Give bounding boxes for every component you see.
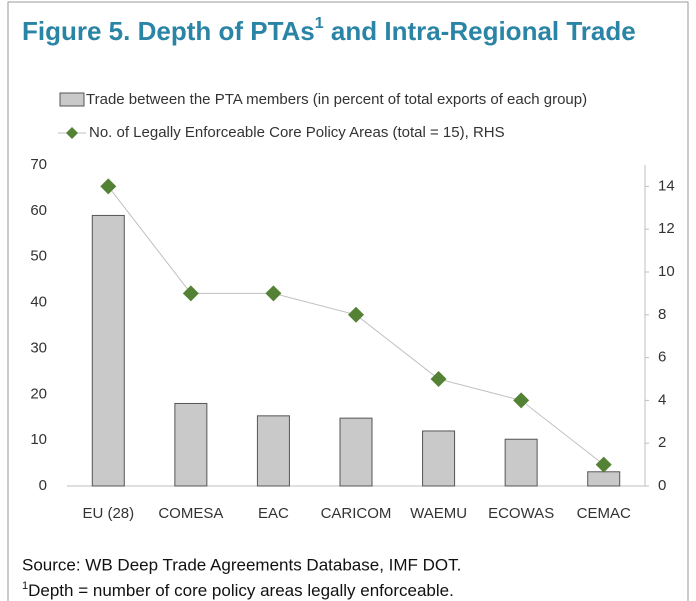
bar bbox=[504, 438, 538, 487]
source-note: Source: WB Deep Trade Agreements Databas… bbox=[22, 555, 461, 574]
chart-title: Figure 5. Depth of PTAs1 and Intra-Regio… bbox=[22, 15, 636, 46]
y-tick-label: 50 bbox=[30, 248, 47, 265]
legend-swatch bbox=[59, 92, 85, 107]
x-tick-label: EU (28) bbox=[82, 505, 134, 522]
y2-tick-label: 14 bbox=[658, 177, 675, 194]
title-superscript: 1 bbox=[315, 15, 324, 32]
legend-label: Trade between the PTA members (in percen… bbox=[86, 91, 587, 108]
footnote-text: Depth = number of core policy areas lega… bbox=[28, 581, 454, 600]
marker bbox=[430, 371, 447, 387]
y2-tick-label: 2 bbox=[658, 434, 666, 451]
marker bbox=[100, 178, 117, 195]
y-tick-label: 60 bbox=[30, 202, 47, 219]
y-tick-label: 10 bbox=[30, 431, 47, 448]
y2-tick-label: 0 bbox=[658, 477, 666, 494]
y2-tick-label: 6 bbox=[658, 349, 666, 366]
x-tick-label: COMESA bbox=[158, 505, 223, 522]
bar bbox=[587, 471, 621, 487]
bar bbox=[91, 214, 125, 487]
bar bbox=[256, 415, 290, 487]
x-tick-label: CARICOM bbox=[321, 505, 392, 522]
x-tick-label: WAEMU bbox=[410, 505, 467, 522]
y2-tick-label: 10 bbox=[658, 263, 675, 280]
legend-label: No. of Legally Enforceable Core Policy A… bbox=[89, 124, 505, 141]
footnote: 1Depth = number of core policy areas leg… bbox=[22, 580, 454, 601]
x-tick-label: CEMAC bbox=[577, 505, 631, 522]
marker bbox=[265, 285, 282, 302]
bar bbox=[339, 417, 373, 487]
y2-tick-label: 12 bbox=[658, 220, 675, 237]
bar bbox=[174, 402, 208, 487]
footnote-marker: 1 bbox=[22, 580, 28, 592]
marker bbox=[182, 285, 199, 302]
title-rest: and Intra-Regional Trade bbox=[324, 16, 636, 46]
marker bbox=[348, 306, 364, 323]
y-tick-label: 0 bbox=[39, 477, 47, 494]
legend-marker bbox=[66, 127, 78, 139]
x-tick-label: ECOWAS bbox=[488, 505, 554, 522]
y-tick-label: 30 bbox=[30, 339, 47, 356]
x-tick-label: EAC bbox=[258, 505, 289, 522]
frame bbox=[7, 1, 689, 601]
y2-tick-label: 8 bbox=[658, 306, 666, 323]
y-tick-label: 20 bbox=[30, 385, 47, 402]
y-tick-label: 70 bbox=[30, 156, 47, 173]
title-main: Figure 5. Depth of PTAs bbox=[22, 16, 315, 46]
y-tick-label: 40 bbox=[30, 294, 47, 311]
y2-tick-label: 4 bbox=[658, 391, 666, 408]
marker bbox=[513, 392, 530, 409]
marker bbox=[595, 456, 612, 473]
bar bbox=[422, 430, 456, 487]
